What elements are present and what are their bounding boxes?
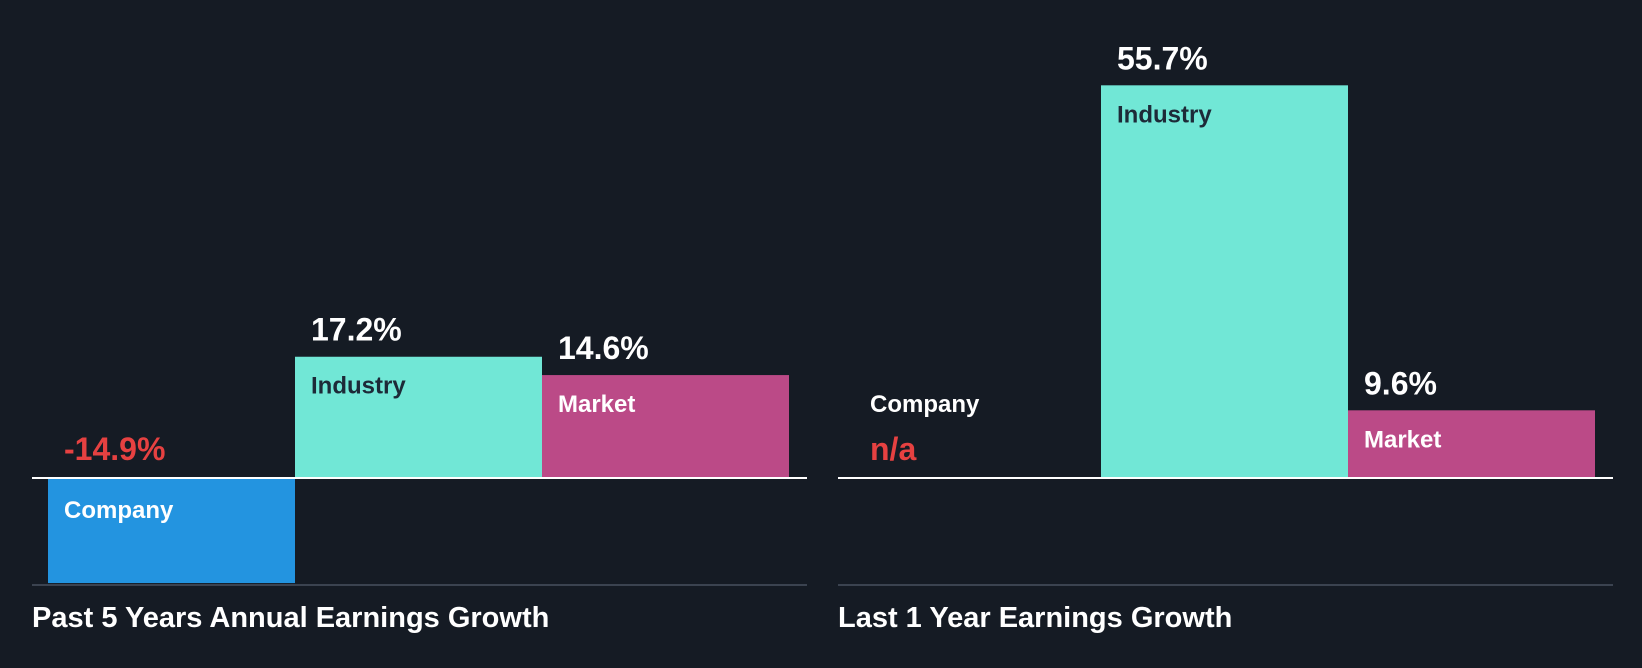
bar-value-company: n/a bbox=[870, 431, 916, 467]
bar-value-market: 14.6% bbox=[558, 330, 649, 366]
bar-market bbox=[542, 375, 789, 478]
bar-industry bbox=[295, 356, 542, 478]
bar-label-industry: Industry bbox=[1117, 101, 1212, 128]
bar-label-market: Market bbox=[558, 391, 635, 418]
bar-label-company: Company bbox=[64, 497, 174, 524]
bar-value-company: -14.9% bbox=[64, 431, 165, 467]
chart-svg-past-5-years: Company -14.9% Industry 17.2% Market 14.6% bbox=[32, 312, 807, 586]
chart-past-5-years: Company -14.9% Industry 17.2% Market 14.6% Pa… bbox=[32, 0, 807, 668]
chart-last-1-year: Company n/a Industry 55.7% Market 9.6% Last 1… bbox=[838, 0, 1613, 668]
bar-market bbox=[1348, 410, 1595, 478]
bar-label-company: Company bbox=[870, 391, 980, 418]
bar-value-market: 9.6% bbox=[1364, 365, 1437, 401]
bar-value-industry: 55.7% bbox=[1117, 40, 1208, 76]
chart-svg-last-1-year: Company n/a Industry 55.7% Market 9.6% bbox=[838, 40, 1613, 586]
chart-title-past-5-years: Past 5 Years Annual Earnings Growth bbox=[32, 602, 550, 634]
bar-value-industry: 17.2% bbox=[311, 312, 402, 348]
bar-industry bbox=[1101, 85, 1348, 478]
bar-company bbox=[48, 478, 295, 584]
bar-label-industry: Industry bbox=[311, 373, 406, 400]
bar-label-market: Market bbox=[1364, 426, 1441, 453]
chart-title-last-1-year: Last 1 Year Earnings Growth bbox=[838, 602, 1233, 634]
